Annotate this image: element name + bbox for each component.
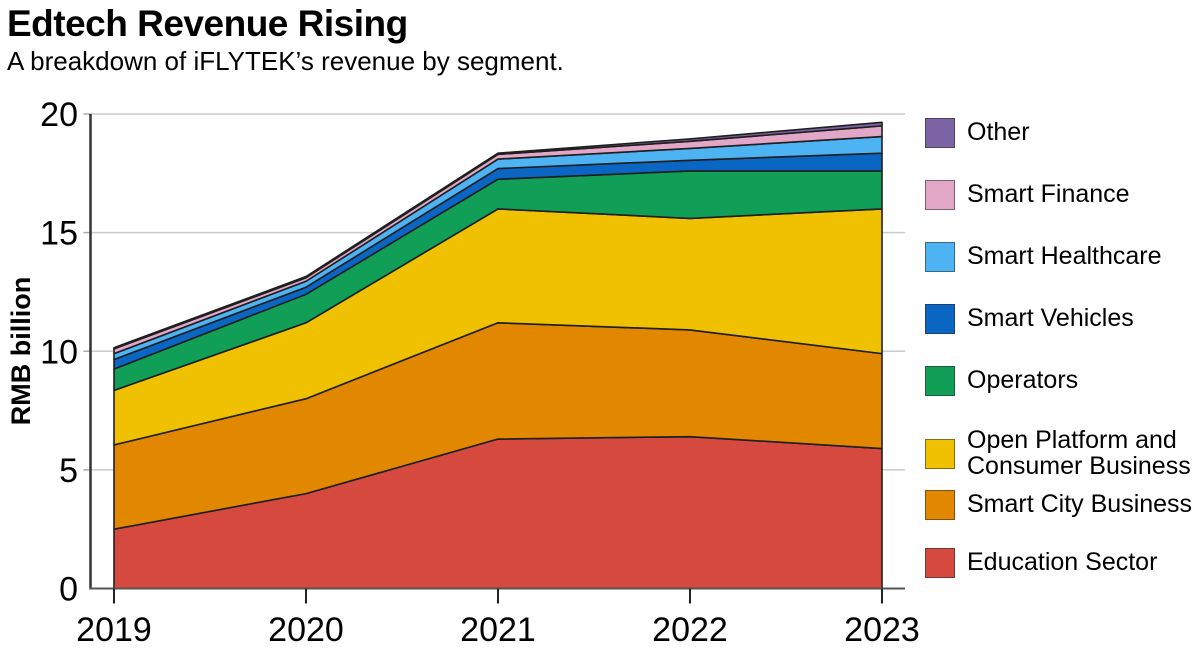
legend-item-education-sector: Education Sector	[925, 548, 1157, 578]
legend-item-smart-finance: Smart Finance	[925, 180, 1130, 210]
y-tick-label-0: 0	[59, 571, 78, 609]
y-tick-label-15: 15	[40, 215, 78, 253]
legend-label-education-sector: Education Sector	[967, 548, 1158, 577]
legend-label-operators: Operators	[967, 366, 1079, 395]
legend-swatch-education-sector	[925, 548, 955, 578]
legend-swatch-smart-city-business	[925, 490, 955, 520]
legend-item-open-platform-and-consumer-business: Open Platform and Consumer Business	[925, 426, 1191, 480]
legend-swatch-smart-vehicles	[925, 304, 955, 334]
legend-label-smart-healthcare: Smart Healthcare	[967, 242, 1162, 271]
legend-item-smart-vehicles: Smart Vehicles	[925, 304, 1134, 334]
x-tick-label-2022: 2022	[652, 611, 728, 649]
y-axis-label: RMB billion	[6, 277, 36, 425]
legend-label-smart-vehicles: Smart Vehicles	[967, 304, 1134, 333]
legend-swatch-operators	[925, 366, 955, 396]
y-tick-label-10: 10	[40, 333, 78, 371]
legend-item-other: Other	[925, 118, 1030, 148]
y-tick-label-5: 5	[59, 452, 78, 490]
area-series-other	[113, 121, 883, 350]
legend-label-other: Other	[967, 118, 1030, 147]
chart-legend: Other Smart Finance Smart Healthcare Smart …	[925, 0, 1200, 651]
legend-label-open-platform-and-consumer-business: Open Platform and Consumer Business	[967, 426, 1191, 480]
legend-swatch-smart-finance	[925, 180, 955, 210]
legend-item-operators: Operators	[925, 366, 1078, 396]
legend-item-smart-city-business: Smart City Business	[925, 490, 1192, 520]
legend-swatch-smart-healthcare	[925, 242, 955, 272]
x-tick-label-2021: 2021	[460, 611, 536, 649]
legend-item-smart-healthcare: Smart Healthcare	[925, 242, 1162, 272]
legend-label-smart-city-business: Smart City Business	[967, 490, 1193, 519]
legend-label-smart-finance: Smart Finance	[967, 180, 1130, 209]
x-tick-label-2020: 2020	[268, 611, 344, 649]
chart-header: Edtech Revenue Rising A breakdown of iFL…	[7, 3, 564, 76]
y-tick-label-20: 20	[40, 96, 78, 134]
x-tick-label-2023: 2023	[844, 611, 920, 649]
legend-swatch-open-platform-and-consumer-business	[925, 438, 955, 469]
legend-swatch-other	[925, 118, 955, 148]
x-tick-label-2019: 2019	[76, 611, 152, 649]
chart-subtitle: A breakdown of iFLYTEK’s revenue by segm…	[7, 45, 564, 76]
chart-title: Edtech Revenue Rising	[7, 3, 408, 44]
